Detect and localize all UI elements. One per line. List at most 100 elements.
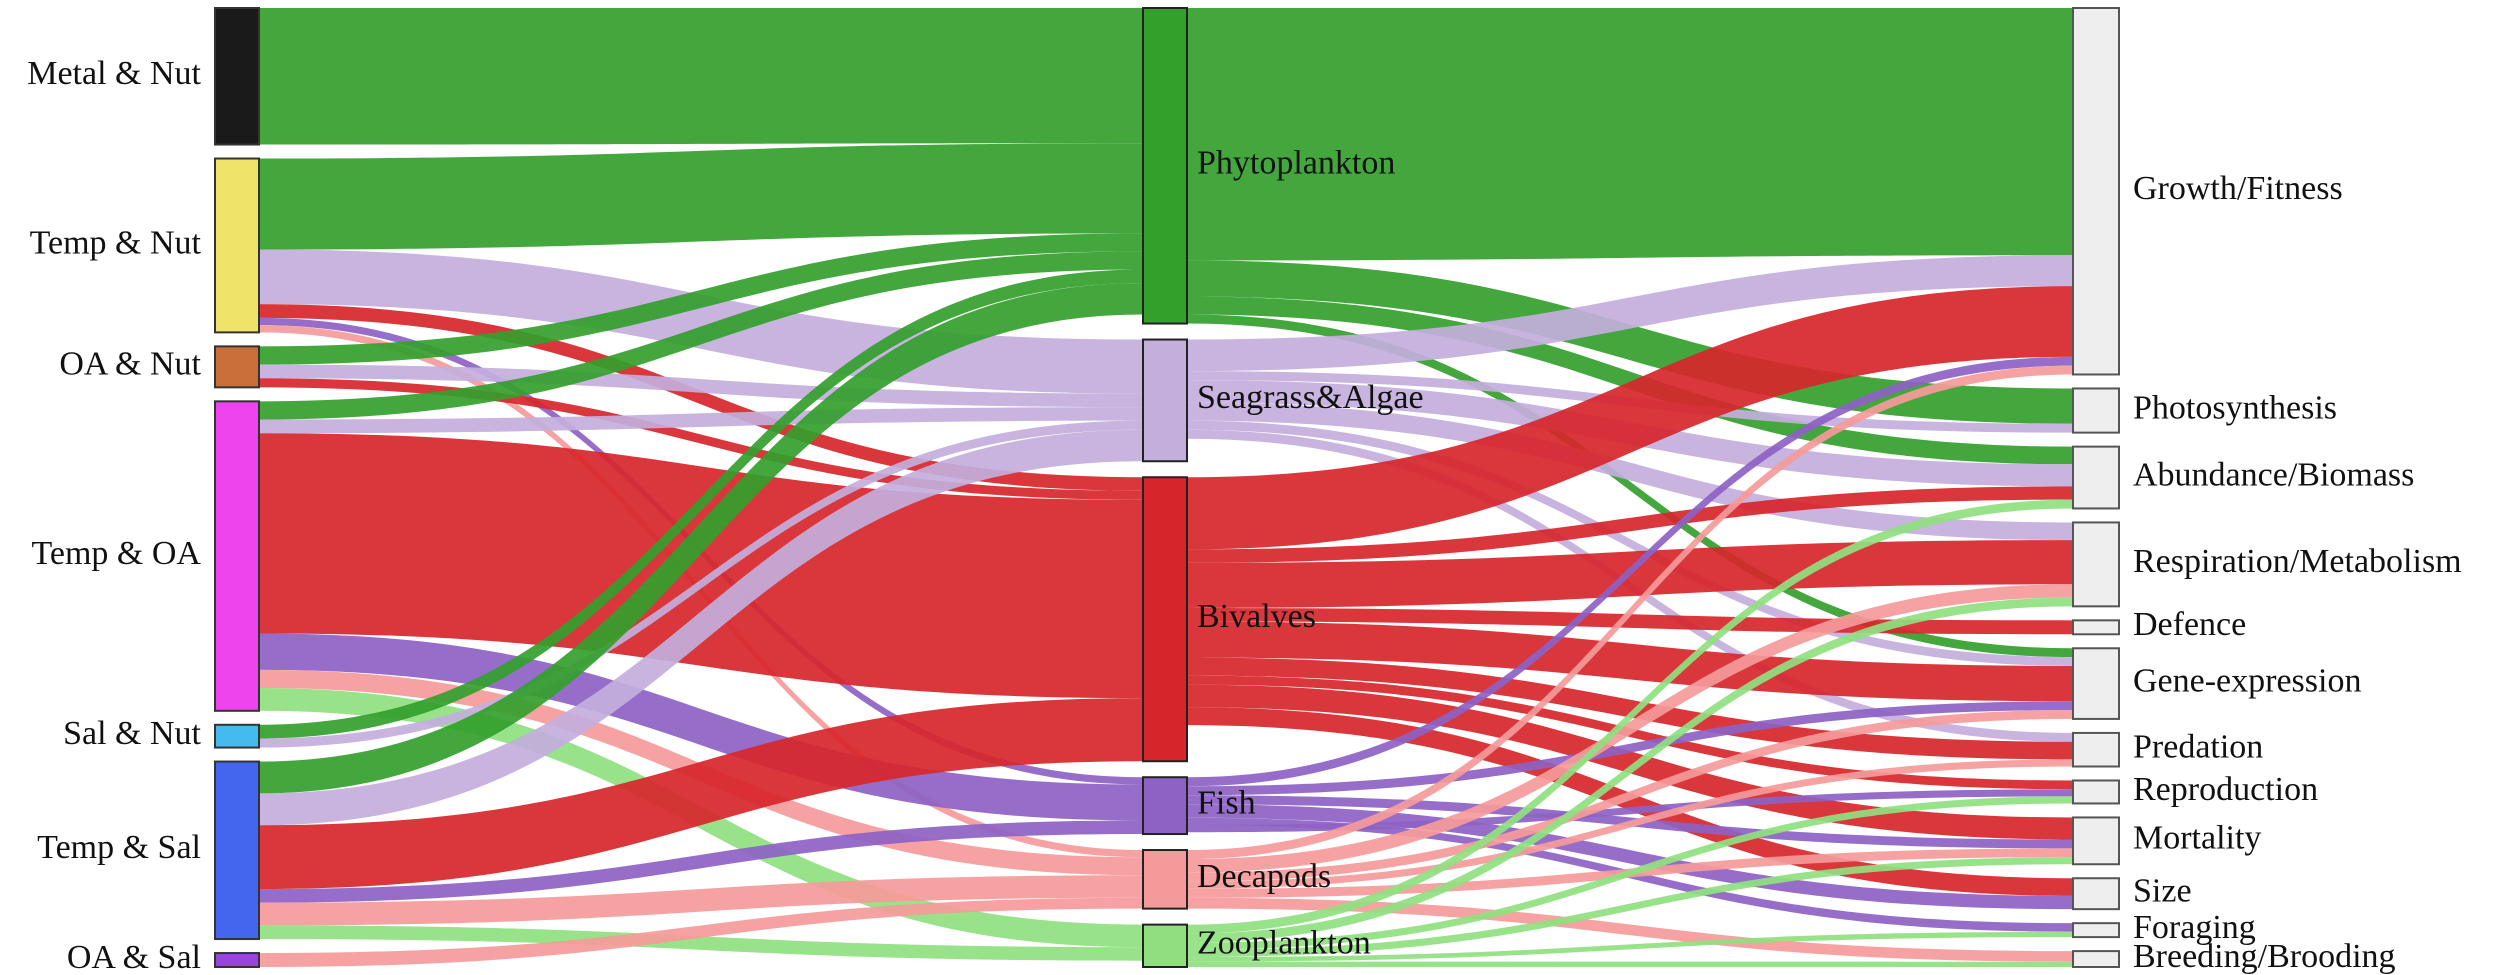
response-node-size [2072,877,2120,911]
flow-phyto-to-growth [1187,8,2073,261]
taxon-label-seagrass: Seagrass&Algae [1197,379,1424,416]
flow-phyto-to-photo [1187,260,2073,424]
flow-temp_sal-to-bivalves [259,698,1143,889]
source-node-temp_nut [214,157,260,334]
taxon-label-phyto: Phytoplankton [1197,145,1395,182]
flow-bivalves-to-abund [1187,486,2073,563]
taxon-node-decapods [1142,849,1188,910]
source-label-temp_oa: Temp & OA [32,535,202,572]
response-label-defence: Defence [2133,606,2246,643]
response-label-size: Size [2133,873,2192,910]
flow-sal_nut-to-seagrass [259,420,1143,748]
taxon-node-zoo [1142,923,1188,968]
response-node-gene [2072,647,2120,720]
flow-seagrass-to-gene [1187,420,2073,666]
taxon-node-phyto [1142,7,1188,325]
response-node-repro [2072,779,2120,805]
flow-temp_sal-to-decapods [259,875,1143,926]
source-node-temp_sal [214,760,260,941]
flows-taxa-to-responses [1187,8,2073,967]
flow-zoo-to-breeding [1187,961,2073,967]
response-label-repro: Reproduction [2133,771,2318,808]
flow-zoo-to-mortality [1187,857,2073,958]
response-node-defence [2072,619,2120,636]
flow-temp_oa-to-seagrass [259,407,1143,434]
flow-decapods-to-breeding [1187,897,2073,962]
source-label-oa_nut: OA & Nut [59,346,201,383]
response-label-growth: Growth/Fitness [2133,170,2343,207]
flow-bivalves-to-mortality [1187,684,2073,840]
taxon-label-decapods: Decapods [1197,858,1331,895]
response-node-resp [2072,521,2120,608]
flow-decapods-to-predation [1187,759,2073,889]
nodes [214,7,2120,968]
source-label-temp_nut: Temp & Nut [30,224,202,261]
flow-zoo-to-foraging [1187,931,2073,962]
labels: Metal & Nut Temp & Nut OA & Nut Temp & OA Sa… [27,55,2461,975]
response-label-photo: Photosynthesis [2133,389,2337,426]
flow-decapods-to-gene [1187,710,2073,882]
flow-fish-to-growth [1187,356,2073,787]
response-label-abund: Abundance/Biomass [2133,456,2414,493]
flow-zoo-to-repro [1187,796,2073,950]
flow-phyto-to-gene [1187,314,2073,658]
flow-zoo-to-abund [1187,499,2073,934]
flow-temp_nut-to-phyto [259,143,1143,250]
flow-temp_sal-to-fish [259,820,1143,903]
response-node-predation [2072,731,2120,768]
response-node-abund [2072,445,2120,510]
flow-bivalves-to-growth [1187,286,2073,550]
response-label-mortality: Mortality [2133,820,2261,857]
flow-seagrass-to-growth [1187,255,2073,372]
taxon-node-fish [1142,776,1188,836]
taxon-node-bivalves [1142,476,1188,763]
response-node-growth [2072,7,2120,376]
response-node-mortality [2072,816,2120,866]
flow-oa_nut-to-bivalves [259,378,1143,500]
response-label-foraging: Foraging [2133,909,2256,946]
source-label-temp_sal: Temp & Sal [37,829,201,866]
taxon-node-seagrass [1142,338,1188,463]
flow-temp_sal-to-phyto [259,282,1143,794]
response-label-gene: Gene-expression [2133,662,2361,699]
flow-bivalves-to-defence [1187,607,2073,635]
flow-fish-to-size [1187,804,2073,910]
flow-fish-to-gene [1187,701,2073,796]
response-node-photo [2072,387,2120,434]
response-node-foraging [2072,922,2120,939]
taxon-label-bivalves: Bivalves [1197,598,1316,635]
flow-decapods-to-growth [1187,365,2073,860]
source-label-metal_nut: Metal & Nut [27,55,201,92]
flow-seagrass-to-resp [1187,402,2073,541]
flow-zoo-to-resp [1187,597,2073,943]
source-label-oa_sal: OA & Sal [67,939,201,975]
source-label-sal_nut: Sal & Nut [63,715,201,752]
flow-fish-to-repro [1187,789,2073,833]
source-node-oa_sal [214,952,260,968]
flow-oa_nut-to-phyto [259,233,1143,365]
source-node-temp_oa [214,400,260,712]
flow-oa_nut-to-seagrass [259,364,1143,408]
flow-temp_oa-to-phyto [259,251,1143,420]
taxon-label-fish: Fish [1197,784,1256,821]
flow-temp_nut-to-bivalves [259,304,1143,491]
flow-sal_nut-to-phyto [259,269,1143,739]
source-node-sal_nut [214,723,260,749]
response-node-breeding [2072,950,2120,968]
flow-oa_sal-to-decapods [259,897,1143,967]
flow-temp_sal-to-zoo [259,925,1143,961]
response-label-resp: Respiration/Metabolism [2133,543,2462,580]
taxon-label-zoo: Zooplankton [1197,925,1371,962]
response-label-breeding: Breeding/Brooding [2133,938,2396,975]
flow-temp_sal-to-seagrass [259,429,1143,826]
flow-decapods-to-resp [1187,584,2073,873]
flow-phyto-to-abund [1187,296,2073,465]
flow-metal_nut-to-phyto [259,8,1143,145]
flow-bivalves-to-size [1187,707,2073,896]
flows-sources-to-taxa [259,8,1143,967]
source-node-oa_nut [214,345,260,389]
source-node-metal_nut [214,7,260,146]
response-label-predation: Predation [2133,729,2263,766]
flow-bivalves-to-gene [1187,621,2073,702]
